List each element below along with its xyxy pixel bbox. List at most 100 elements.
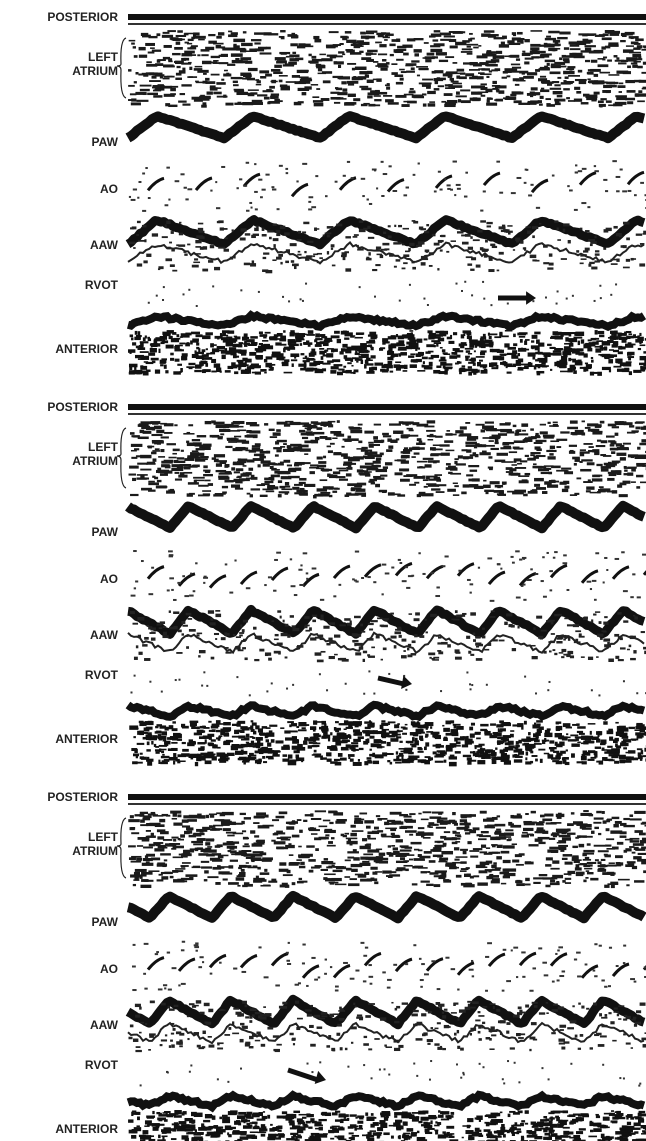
- speckle: [151, 566, 155, 569]
- speckle: [563, 223, 570, 227]
- speckle: [488, 875, 500, 878]
- speckle: [139, 88, 150, 92]
- speckle: [580, 50, 590, 53]
- speckle: [232, 420, 245, 425]
- speckle: [373, 739, 382, 744]
- speckle: [433, 369, 441, 374]
- speckle: [373, 439, 384, 444]
- speckle: [355, 652, 362, 656]
- speckle: [532, 724, 541, 729]
- speckle: [454, 485, 459, 488]
- speckle: [575, 331, 585, 336]
- speckle: [193, 261, 201, 264]
- speckle: [218, 735, 223, 737]
- speckle: [475, 343, 483, 347]
- speckle: [236, 91, 249, 96]
- speckle: [555, 755, 561, 760]
- speckle: [333, 758, 340, 762]
- speckle: [455, 841, 461, 843]
- speckle: [194, 253, 201, 255]
- speckle: [303, 221, 310, 225]
- speckle: [524, 454, 529, 457]
- speckle: [511, 37, 521, 41]
- speckle: [334, 634, 341, 638]
- speckle: [268, 880, 278, 883]
- speckle: [606, 435, 615, 438]
- speckle: [381, 728, 390, 731]
- speckle: [484, 344, 493, 347]
- speckle: [466, 578, 471, 581]
- speckle: [410, 339, 417, 344]
- speckle: [461, 241, 469, 245]
- speckle: [233, 38, 246, 43]
- speckle: [136, 742, 145, 745]
- speckle: [367, 53, 377, 55]
- speckle: [508, 623, 513, 628]
- speckle: [363, 853, 374, 856]
- speckle: [160, 448, 165, 453]
- speckle: [227, 63, 236, 66]
- speckle: [237, 649, 244, 652]
- speckle: [599, 71, 611, 74]
- speckle: [400, 460, 409, 464]
- speckle: [142, 430, 152, 434]
- speckle: [594, 330, 598, 335]
- speckle: [469, 850, 480, 852]
- speckle: [345, 721, 354, 726]
- speckle: [523, 75, 534, 79]
- speckle: [198, 736, 206, 740]
- speckle: [339, 351, 344, 355]
- speckle: [181, 349, 184, 352]
- speckle: [542, 595, 547, 598]
- speckle: [488, 362, 494, 367]
- speckle: [250, 740, 255, 745]
- speckle: [536, 487, 547, 490]
- speckle: [258, 331, 263, 334]
- speckle: [289, 54, 300, 58]
- speckle: [594, 337, 600, 340]
- speckle: [481, 756, 486, 760]
- speckle: [447, 187, 451, 190]
- speckle: [593, 613, 597, 616]
- speckle: [581, 761, 587, 765]
- ao-leaflet: [242, 172, 261, 188]
- speckle: [461, 100, 471, 104]
- speckle: [428, 35, 436, 38]
- speckle: [616, 97, 627, 101]
- speckle: [280, 727, 285, 729]
- speckle: [599, 488, 611, 492]
- speckle: [475, 645, 480, 648]
- speckle: [133, 247, 136, 249]
- speckle: [583, 443, 593, 445]
- speckle: [156, 479, 162, 483]
- speckle: [223, 647, 229, 649]
- speckle: [452, 830, 457, 833]
- speckle: [250, 476, 258, 480]
- speckle: [406, 38, 415, 41]
- speckle: [594, 611, 601, 613]
- speckle: [237, 360, 244, 363]
- speckle: [213, 494, 224, 497]
- speckle: [639, 263, 646, 267]
- speckle: [175, 60, 184, 65]
- speckle: [381, 720, 386, 723]
- speckle: [203, 72, 207, 75]
- speckle: [253, 453, 265, 457]
- speckle: [557, 239, 561, 241]
- anterior-wave: [125, 700, 646, 722]
- speckle: [552, 874, 564, 879]
- speckle: [437, 642, 442, 645]
- speckle: [627, 454, 639, 458]
- speckle: [369, 451, 378, 455]
- speckle: [340, 330, 349, 335]
- speckle: [280, 87, 290, 91]
- speckle: [415, 94, 422, 97]
- speckle: [351, 357, 356, 360]
- speckle: [282, 754, 288, 757]
- speckle: [297, 250, 301, 253]
- speckle: [137, 239, 145, 242]
- speckle: [570, 341, 573, 345]
- speckle: [404, 723, 408, 726]
- speckle: [280, 36, 285, 40]
- speckle: [388, 347, 393, 352]
